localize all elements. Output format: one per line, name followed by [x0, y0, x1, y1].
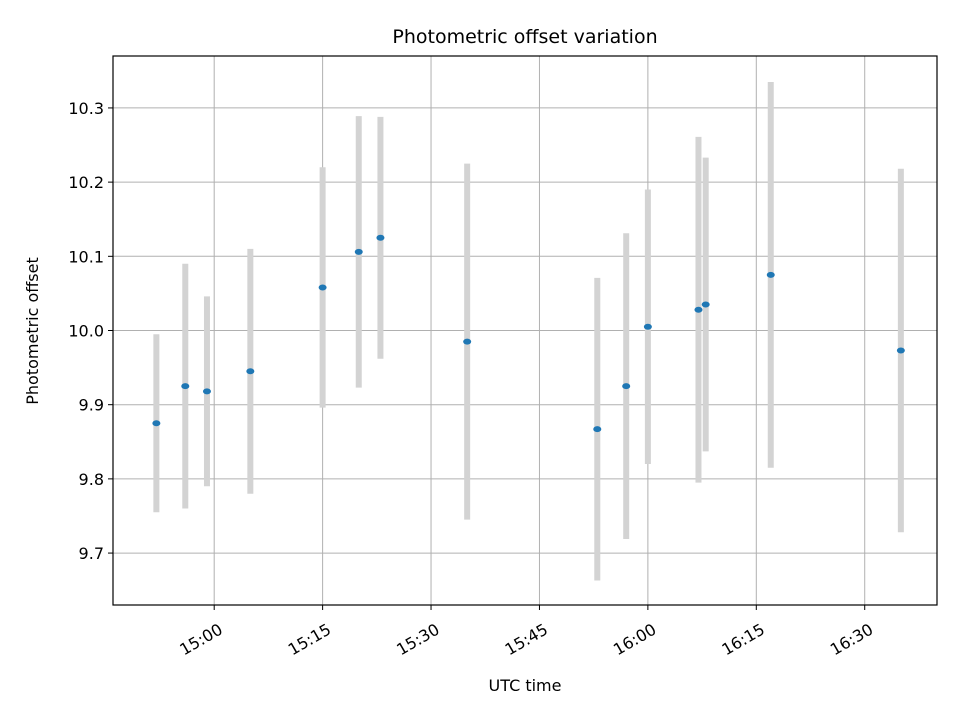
data-point	[593, 426, 602, 433]
data-point	[354, 248, 363, 255]
y-tick-label: 9.7	[79, 544, 104, 563]
data-point	[202, 388, 211, 395]
y-axis-label: Photometric offset	[23, 257, 42, 405]
y-tick-label: 10.0	[68, 322, 104, 341]
y-axis: 9.7 9.8 9.9 10.0 10.1 10.2 10.3	[68, 99, 113, 563]
data-point	[701, 301, 710, 308]
chart-title: Photometric offset variation	[392, 26, 657, 48]
y-tick-label: 9.8	[79, 470, 104, 489]
data-point	[181, 383, 190, 390]
data-points	[152, 234, 905, 433]
data-point	[318, 284, 327, 291]
y-tick-label: 10.1	[68, 247, 104, 266]
data-point	[463, 338, 472, 345]
data-point	[246, 368, 255, 375]
y-tick-label: 10.3	[68, 99, 104, 118]
y-tick-label: 10.2	[68, 173, 104, 192]
y-tick-label: 9.9	[79, 396, 104, 415]
x-axis-label: UTC time	[489, 676, 562, 695]
data-point	[643, 323, 652, 330]
data-point	[376, 234, 385, 241]
data-point	[766, 271, 775, 278]
data-point	[896, 347, 905, 354]
data-point	[152, 420, 161, 427]
data-point	[694, 306, 703, 313]
data-point	[622, 383, 631, 390]
